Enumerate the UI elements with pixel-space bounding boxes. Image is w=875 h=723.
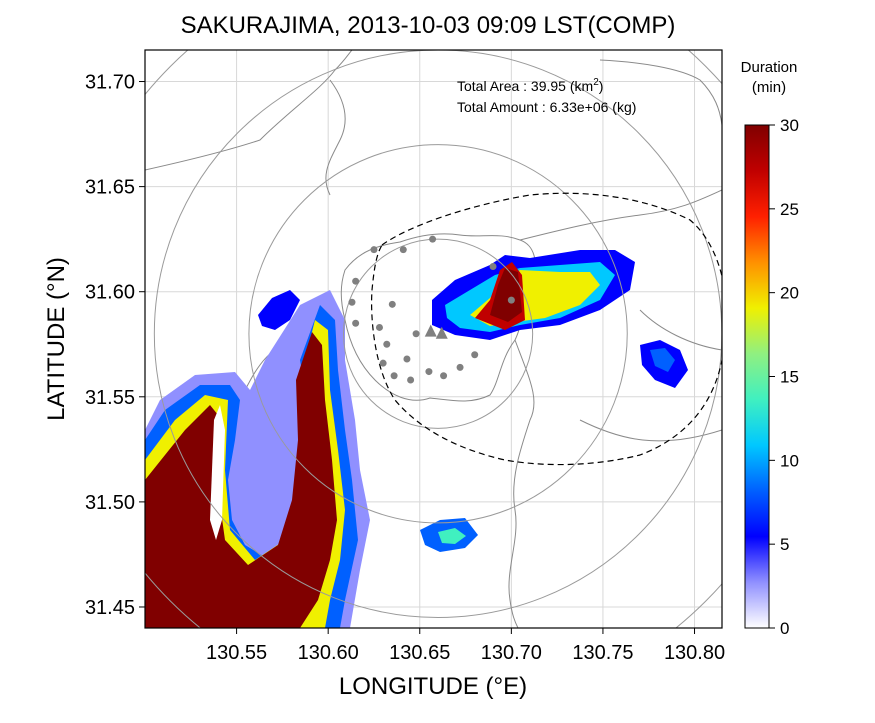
- colorbar-unit: (min): [752, 79, 786, 96]
- range-ring: [342, 238, 534, 429]
- x-tick-label: 130.70: [481, 642, 542, 664]
- colorbar-title: Duration: [741, 59, 798, 76]
- ash-contour-peak: [145, 332, 337, 628]
- total-area-annotation: Total Area : 39.95 (km2): [457, 77, 603, 94]
- observation-sites: [348, 235, 515, 384]
- site-marker: [412, 330, 420, 338]
- site-marker: [390, 372, 398, 380]
- site-marker: [348, 298, 356, 306]
- site-marker: [383, 340, 391, 348]
- site-marker: [489, 262, 497, 270]
- site-marker: [507, 296, 515, 304]
- x-tick-label: 130.55: [206, 642, 267, 664]
- y-axis-ticks: 31.45 31.50 31.55 31.60 31.65 31.70: [85, 72, 145, 619]
- site-marker: [403, 355, 411, 363]
- y-tick-label: 31.70: [85, 72, 135, 94]
- site-marker: [352, 277, 360, 285]
- colorbar-tick-label: 15: [780, 368, 799, 387]
- site-marker: [379, 359, 387, 367]
- ash-patch-northwest: [258, 290, 300, 330]
- site-marker: [425, 368, 433, 376]
- y-tick-label: 31.50: [85, 492, 135, 514]
- x-tick-label: 130.65: [389, 642, 450, 664]
- plot-area: [144, 49, 723, 629]
- plot-frame: [144, 49, 723, 629]
- ash-contour-peak: [490, 268, 522, 322]
- y-tick-label: 31.65: [85, 177, 135, 199]
- range-ring: [248, 144, 628, 524]
- y-tick-label: 31.55: [85, 387, 135, 409]
- site-marker: [440, 372, 448, 380]
- site-marker: [399, 246, 407, 254]
- vent-marker: [424, 324, 437, 337]
- colorbar-tick-label: 30: [780, 116, 799, 135]
- colorbar-tick-label: 25: [780, 200, 799, 219]
- vent-marker: [435, 326, 448, 339]
- ash-gap: [210, 405, 225, 540]
- y-tick-label: 31.45: [85, 597, 135, 619]
- x-tick-label: 130.60: [298, 642, 359, 664]
- site-marker: [388, 300, 396, 308]
- ash-duration-field: [145, 250, 688, 628]
- x-tick-label: 130.80: [664, 642, 725, 664]
- x-axis-ticks: 130.55 130.60 130.65 130.70 130.75 130.80: [206, 628, 725, 664]
- site-marker: [429, 235, 437, 243]
- x-tick-label: 130.75: [572, 642, 633, 664]
- chart-title: SAKURAJIMA, 2013-10-03 09:09 LST(COMP): [181, 12, 676, 39]
- total-amount-annotation: Total Amount : 6.33e+06 (kg): [457, 99, 636, 115]
- volcano-vents: [424, 324, 448, 339]
- colorbar: Duration (min) 0 5 10 15 20 25 30: [741, 59, 799, 638]
- colorbar-tick-label: 20: [780, 284, 799, 303]
- site-marker: [375, 323, 383, 331]
- colorbar-tick-label: 0: [780, 619, 789, 638]
- colorbar-tick-label: 5: [780, 535, 789, 554]
- site-marker: [352, 319, 360, 327]
- ash-patch-south-core: [438, 528, 466, 544]
- x-axis-label: LONGITUDE (°E): [339, 673, 527, 700]
- y-axis-label: LATITUDE (°N): [43, 257, 70, 421]
- ash-patch-east-core: [650, 348, 675, 372]
- colorbar-ticks: 0 5 10 15 20 25 30: [769, 116, 799, 638]
- site-marker: [456, 363, 464, 371]
- site-marker: [471, 351, 479, 359]
- site-marker: [370, 246, 378, 254]
- dashed-boundary: [371, 192, 722, 466]
- colorbar-tick-label: 10: [780, 451, 799, 470]
- y-tick-label: 31.60: [85, 282, 135, 304]
- site-marker: [407, 376, 415, 384]
- colorbar-scale: [744, 124, 770, 629]
